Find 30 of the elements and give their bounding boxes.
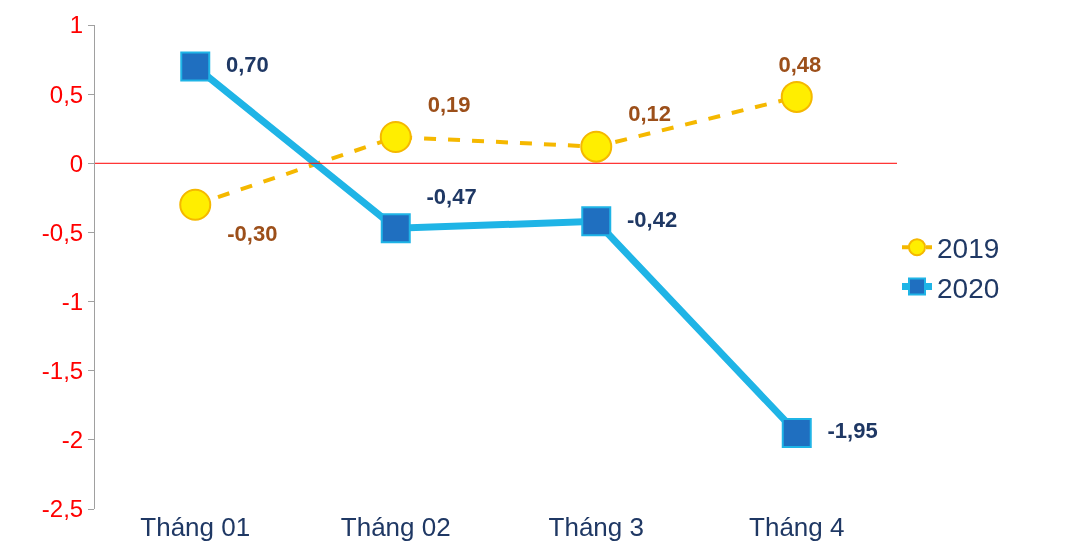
data-label: -0,42	[626, 206, 678, 232]
data-label: 0,70	[225, 51, 269, 77]
x-tick-label: Tháng 01	[140, 512, 251, 542]
data-label: 0,19	[427, 91, 471, 117]
point	[379, 121, 412, 153]
point	[781, 417, 812, 448]
point	[380, 213, 411, 244]
legend-label: 2019	[937, 233, 1000, 265]
y-tick-label: -2,5	[41, 495, 84, 523]
data-label: -1,95	[827, 418, 878, 444]
data-label: -0,47	[426, 184, 477, 210]
data-label: 0,12	[628, 101, 672, 127]
y-tick-label: 0,5	[49, 80, 84, 108]
point	[581, 206, 612, 237]
x-tick-label: Tháng 4	[749, 512, 845, 542]
x-tick-label: Tháng 3	[548, 512, 644, 542]
y-tick-label: -2	[61, 426, 84, 454]
y-tick-label: 1	[69, 11, 84, 39]
point	[780, 80, 813, 113]
data-label: 0,48	[778, 51, 822, 77]
data-label: -0,30	[227, 221, 278, 247]
legend-label: 2020	[937, 272, 1000, 304]
y-tick-label: -1,5	[41, 357, 84, 385]
point	[179, 188, 212, 221]
y-tick-label: -0,5	[41, 218, 84, 246]
x-tick-label: Tháng 02	[340, 512, 451, 542]
y-tick-label: 0	[69, 149, 84, 177]
y-tick-label: -1	[61, 287, 84, 315]
point	[180, 51, 211, 82]
point	[580, 130, 613, 163]
